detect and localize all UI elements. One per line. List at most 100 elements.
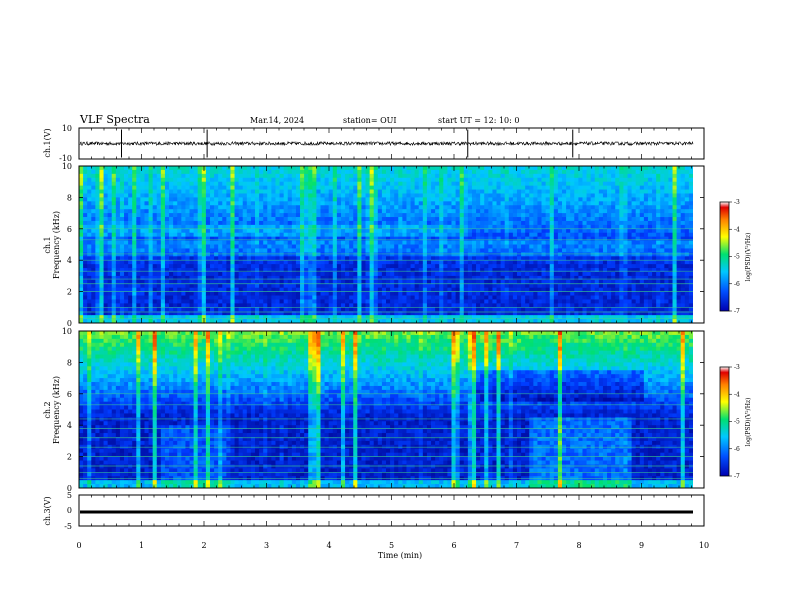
spectrogram-cell (459, 228, 465, 234)
spectrogram-cell (500, 209, 506, 214)
spectrogram-cell (136, 260, 141, 265)
spectrogram-cell (349, 248, 354, 253)
spectrogram-cell (545, 260, 551, 265)
spectrogram-cell (414, 189, 420, 194)
spectrogram-cell (193, 193, 199, 198)
spectrogram-cell (373, 244, 379, 249)
spectrogram-cell (435, 248, 440, 253)
spectrogram-cell (549, 197, 555, 202)
spectrogram-cell (242, 236, 248, 241)
spectrogram-cell (324, 291, 330, 296)
spectrogram-cell (557, 256, 563, 261)
spectrogram-cell (422, 319, 428, 324)
spectrogram-cell (537, 264, 542, 269)
spectrogram-cell (259, 220, 264, 226)
spectrogram-cell (119, 248, 125, 253)
spectrogram-cell (504, 236, 510, 241)
spectrogram-cell (529, 224, 534, 230)
spectrogram-cell (201, 201, 207, 206)
spectrogram-cell (336, 177, 342, 183)
spectrogram-cell (451, 252, 456, 257)
spectrogram-cell (582, 220, 587, 226)
spectrogram-cell (562, 295, 567, 300)
spectrogram-cell (504, 166, 510, 171)
spectrogram-cell (459, 287, 465, 293)
spectrogram-cell (582, 197, 587, 202)
spectrogram-cell (263, 256, 268, 261)
spectrogram-cell (246, 256, 252, 261)
spectrogram-cell (381, 307, 387, 312)
spectrogram-cell (238, 287, 244, 293)
spectrogram-cell (226, 173, 231, 179)
spectrogram-cell (111, 315, 117, 320)
spectrogram-cell (87, 283, 92, 289)
spectrogram-cell (365, 248, 371, 253)
spectrogram-cell (390, 220, 395, 226)
spectrogram-cell (320, 271, 325, 277)
spectrogram-cell (435, 240, 440, 245)
spectrogram-cell (140, 185, 145, 190)
spectrogram-cell (414, 185, 420, 190)
spectrogram-cell (496, 228, 502, 234)
spectrogram-cell (406, 201, 411, 206)
spectrogram-cell (119, 209, 125, 214)
spectrogram-cell (91, 205, 96, 210)
spectrogram-cell (365, 189, 371, 194)
spectrogram-cell (394, 271, 399, 277)
spectrogram-cell (312, 193, 317, 198)
spectrogram-cell (525, 264, 530, 269)
spectrogram-cell (304, 185, 309, 190)
spectrogram-cell (394, 197, 399, 202)
spectrogram-cell (111, 232, 117, 238)
spectrogram-cell (525, 252, 530, 257)
spectrogram-cell (238, 181, 244, 187)
spectrogram-cell (402, 177, 407, 183)
spectrogram-cell (79, 197, 84, 202)
spectrogram-cell (574, 315, 579, 320)
spectrogram-cell (537, 205, 542, 210)
spectrogram-cell (390, 197, 395, 202)
spectrogram-cell (87, 295, 92, 300)
spectrogram-cell (99, 189, 104, 194)
spectrogram-cell (185, 181, 190, 187)
spectrogram-cell (103, 236, 109, 241)
spectrogram-cell (406, 220, 411, 226)
spectrogram-cell (562, 201, 567, 206)
spectrogram-cell (357, 295, 362, 300)
spectrogram-cell (345, 307, 350, 312)
spectrogram-cell (328, 252, 334, 257)
spectrogram-cell (259, 228, 264, 234)
spectrogram-cell (353, 228, 358, 234)
spectrogram-cell (582, 232, 587, 238)
spectrogram-cell (103, 252, 109, 257)
spectrogram-cell (185, 169, 190, 175)
spectrogram-cell (107, 236, 113, 241)
spectrogram-cell (242, 264, 248, 269)
spectrogram-cell (83, 240, 88, 245)
spectrogram-cell (132, 220, 137, 226)
spectrogram-cell (250, 275, 256, 281)
spectrogram-cell (426, 287, 432, 293)
spectrogram-cell (578, 213, 583, 218)
spectrogram-cell (345, 240, 350, 245)
spectrogram-cell (529, 315, 534, 320)
spectrogram-cell (455, 311, 461, 316)
spectrogram-cell (381, 228, 387, 234)
spectrogram-cell (148, 193, 154, 198)
spectrogram-cell (390, 185, 395, 190)
spectrogram-cell (148, 295, 154, 300)
spectrogram-cell (394, 256, 399, 261)
spectrogram-cell (111, 217, 117, 222)
spectrogram-cell (508, 181, 514, 187)
spectrogram-cell (582, 287, 587, 293)
spectrogram-cell (197, 228, 203, 234)
spectrogram-cell (283, 279, 289, 285)
spectrogram-cell (476, 236, 481, 241)
spectrogram-cell (173, 311, 178, 316)
spectrogram-cell (148, 217, 154, 222)
spectrogram-cell (169, 232, 174, 238)
spectrogram-cell (312, 220, 317, 226)
spectrogram-cell (148, 260, 154, 265)
spectrogram-cell (345, 209, 350, 214)
spectrogram-cell (484, 181, 489, 187)
